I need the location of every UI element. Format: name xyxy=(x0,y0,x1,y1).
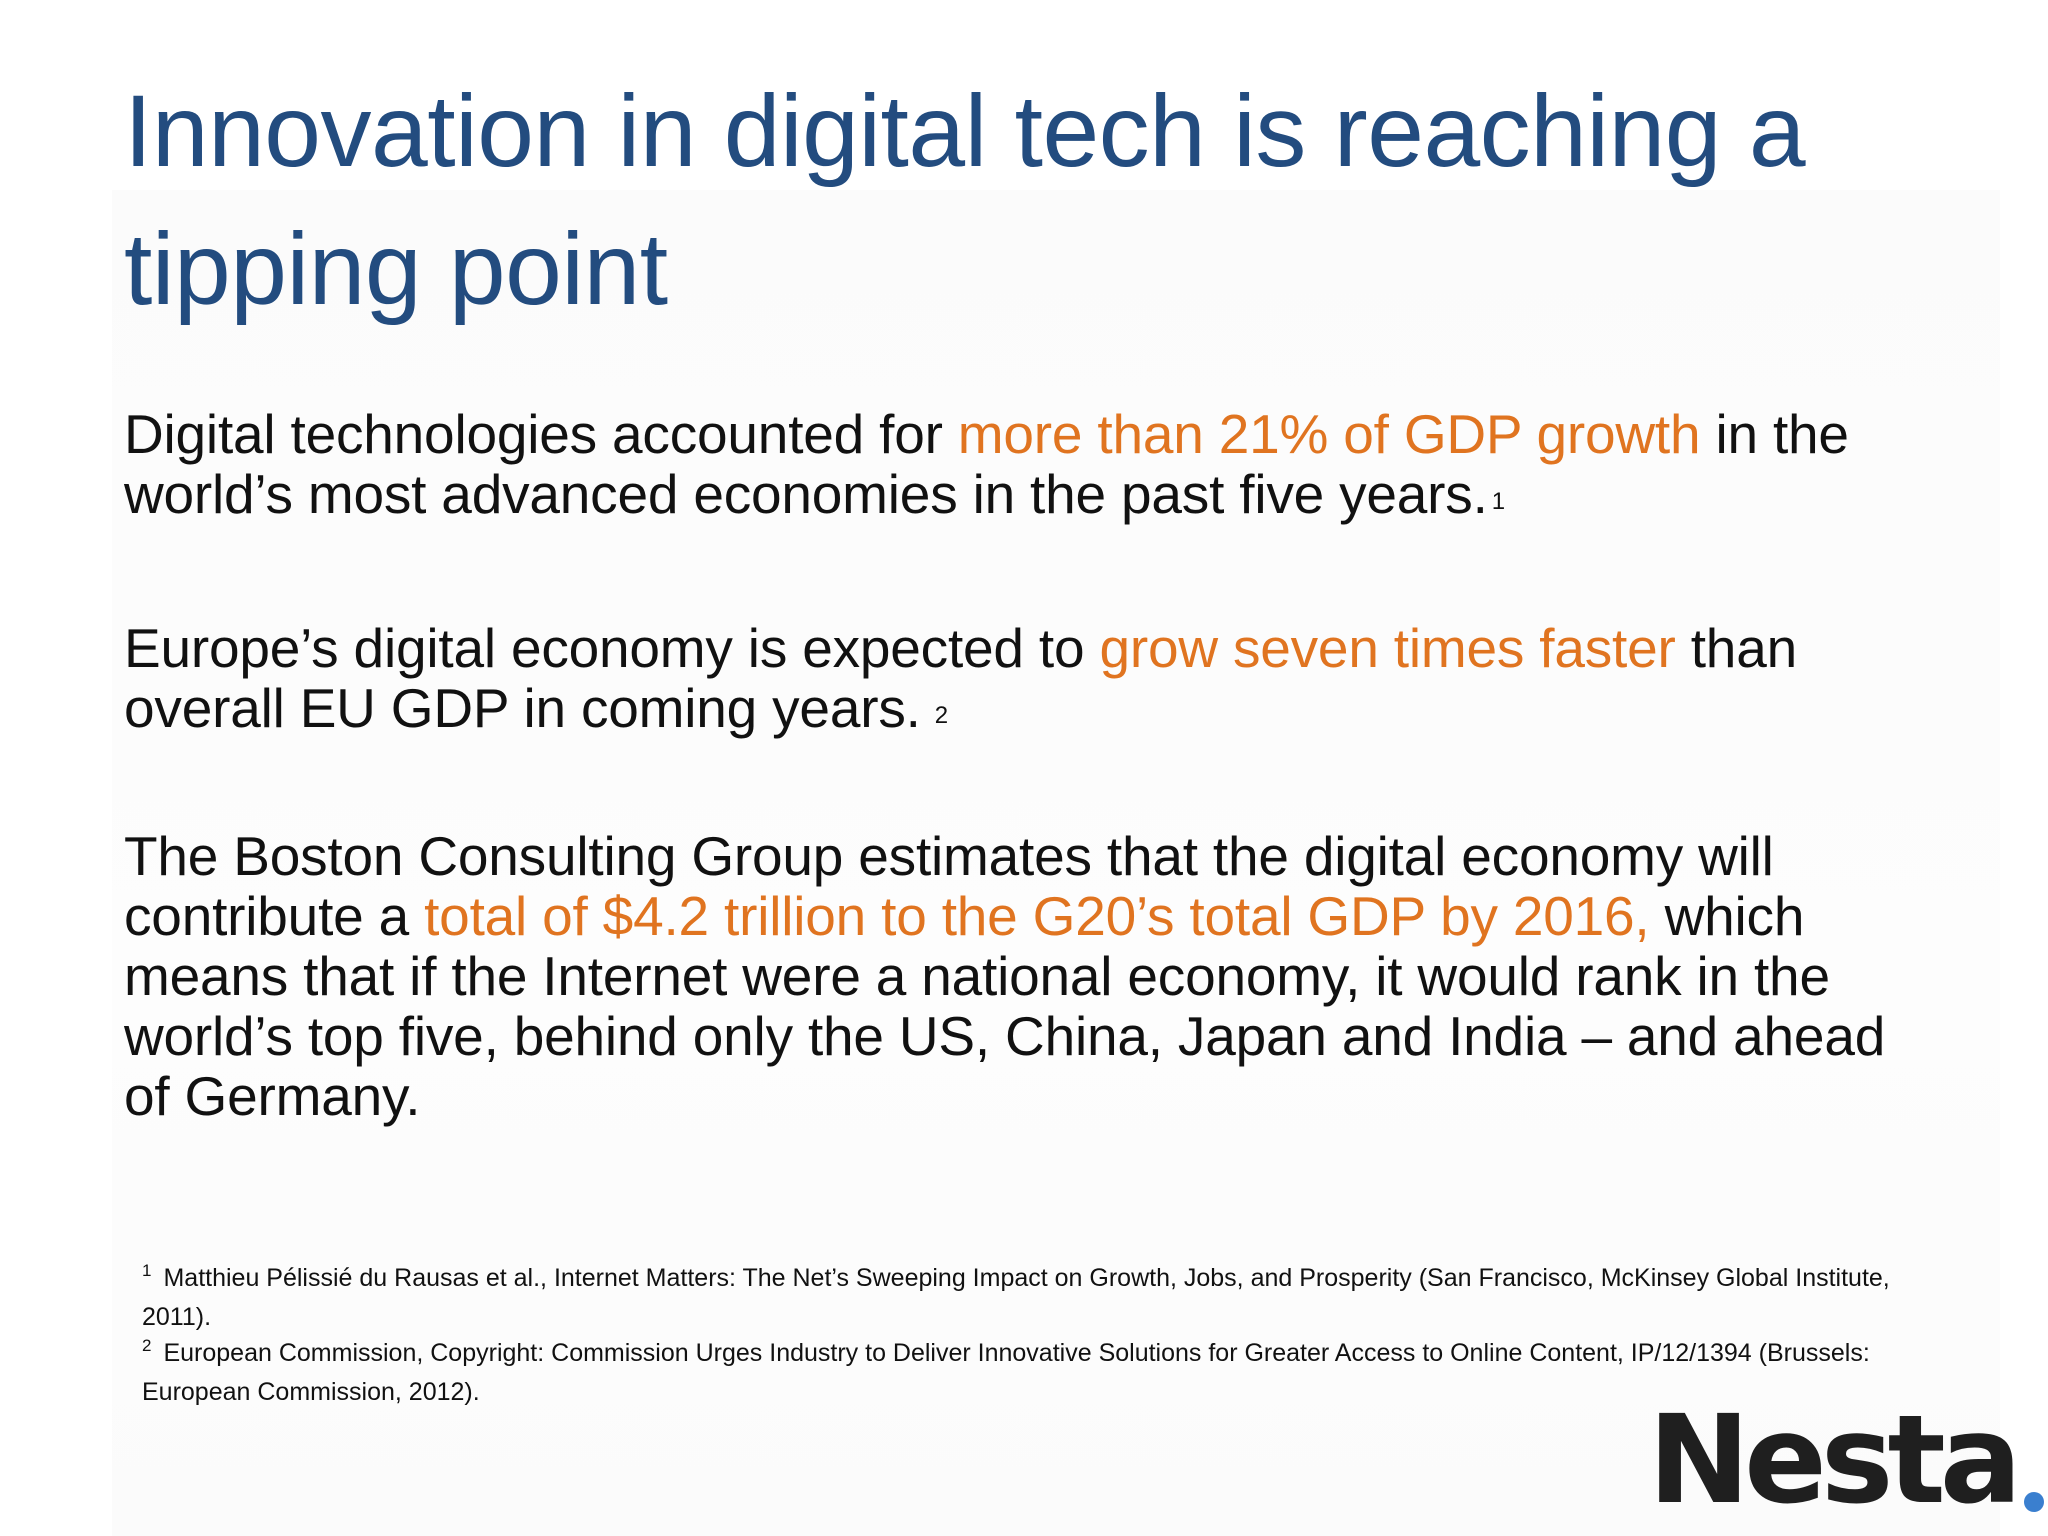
footnote-number: 2 xyxy=(142,1336,152,1355)
footnote-reference: 2 xyxy=(934,702,948,729)
footnote-number: 1 xyxy=(142,1261,152,1280)
paragraph-text: Europe’s digital economy is expected to xyxy=(124,617,1100,679)
paragraph-eu-digital-economy: Europe’s digital economy is expected to … xyxy=(124,618,1924,750)
footnotes: 1 Matthieu Pélissié du Rausas et al., Int… xyxy=(142,1260,1942,1410)
logo-wordmark: Nesta xyxy=(1648,1389,2022,1531)
paragraph-text: Digital technologies accounted for xyxy=(124,403,958,465)
highlight-text: more than 21% of GDP growth xyxy=(957,403,1701,465)
nesta-logo: Nesta xyxy=(1648,1398,2048,1522)
highlight-text: total of $4.2 trillion to the G20’s tota… xyxy=(424,885,1650,947)
footnote-reference: 1 xyxy=(1491,488,1505,515)
paragraph-text: than overall EU GDP in coming years. xyxy=(124,617,1797,739)
paragraph-text: which means that if the Internet were a … xyxy=(124,885,1886,1127)
footnote-2: 2 European Commission, Copyright: Commiss… xyxy=(142,1335,1942,1410)
logo-dot-icon xyxy=(2024,1492,2045,1512)
paragraph-text: The Boston Consulting Group estimates th… xyxy=(124,825,1774,947)
paragraph-text: in the world’s most advanced economies i… xyxy=(124,403,1849,525)
footnote-1: 1 Matthieu Pélissié du Rausas et al., Int… xyxy=(142,1260,1942,1335)
logo-dots xyxy=(2024,1492,2048,1512)
highlight-text: grow seven times faster xyxy=(1099,617,1676,679)
footnote-text: European Commission, Copyright: Commissi… xyxy=(142,1339,1870,1406)
footnote-text: Matthieu Pélissié du Rausas et al., Inte… xyxy=(142,1264,1890,1331)
paragraph-gdp-growth: Digital technologies accounted for more … xyxy=(124,404,1924,536)
content-panel xyxy=(112,190,2000,1536)
slide-title: Innovation in digital tech is reaching a… xyxy=(124,74,1806,326)
paragraph-bcg-estimate: The Boston Consulting Group estimates th… xyxy=(124,826,1924,1126)
